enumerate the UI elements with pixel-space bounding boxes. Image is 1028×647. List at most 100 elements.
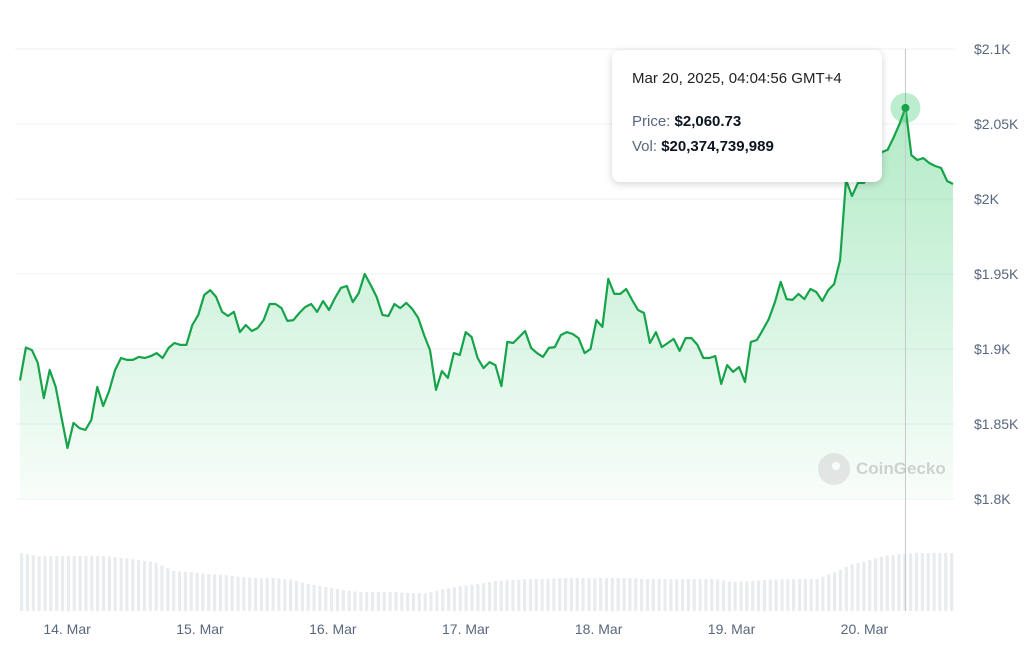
volume-bar: [792, 579, 796, 611]
volume-bar: [610, 577, 614, 611]
volume-bar: [370, 591, 375, 611]
volume-bar: [20, 553, 24, 611]
volume-bar: [470, 584, 474, 611]
volume-bar: [856, 563, 860, 611]
volume-bar: [271, 577, 275, 611]
x-tick-label: 15. Mar: [176, 621, 224, 637]
volume-bar: [195, 572, 199, 611]
volume-bar: [189, 572, 193, 611]
volume-bar: [634, 578, 638, 611]
volume-bar: [242, 577, 246, 611]
volume-bar: [230, 575, 234, 611]
volume-bar: [903, 553, 907, 611]
volume-bar: [131, 559, 135, 611]
volume-bar: [932, 553, 936, 611]
volume-bar: [142, 560, 147, 611]
volume-bar: [324, 586, 328, 611]
x-tick-label: 16. Mar: [309, 621, 357, 637]
chart-tooltip: Mar 20, 2025, 04:04:56 GMT+4 Price: $2,0…: [612, 50, 882, 182]
volume-bar: [616, 577, 620, 611]
volume-bar: [458, 586, 462, 611]
volume-bar: [318, 585, 322, 611]
coingecko-watermark: CoinGecko: [818, 453, 946, 485]
volume-bar: [423, 593, 427, 611]
volume-bar: [289, 579, 293, 611]
x-axis: 14. Mar 15. Mar 16. Mar 17. Mar 18. Mar 19. M…: [43, 621, 888, 637]
volume-bar: [493, 581, 497, 611]
volume-bar: [897, 554, 901, 611]
volume-bars: [20, 553, 954, 611]
volume-bar: [154, 563, 158, 611]
volume-bar: [879, 556, 884, 611]
price-area: [20, 107, 953, 499]
volume-bar: [511, 579, 515, 611]
volume-bar: [774, 579, 778, 611]
tooltip-volume-label: Vol:: [632, 138, 658, 155]
volume-bar: [745, 581, 749, 611]
x-tick-label: 14. Mar: [43, 621, 91, 637]
volume-bar: [259, 577, 264, 611]
volume-bar: [499, 580, 503, 611]
volume-bar: [482, 583, 486, 611]
volume-bar: [464, 585, 468, 611]
volume-bar: [107, 556, 111, 611]
volume-bar: [66, 556, 70, 611]
volume-bar: [300, 582, 304, 611]
volume-bar: [265, 577, 269, 611]
volume-bar: [177, 571, 182, 611]
volume-bar: [944, 553, 948, 611]
volume-bar: [587, 577, 591, 611]
hover-point[interactable]: [901, 103, 910, 112]
volume-bar: [721, 580, 726, 611]
volume-bar: [376, 591, 380, 611]
volume-bar: [476, 584, 480, 611]
volume-bar: [680, 579, 685, 611]
volume-bar: [224, 575, 228, 611]
volume-bar: [599, 577, 603, 611]
volume-bar: [84, 556, 88, 611]
volume-bar: [850, 564, 854, 611]
volume-bar: [710, 579, 714, 611]
volume-bar: [739, 581, 743, 611]
volume-bar: [593, 577, 597, 611]
volume-bar: [891, 554, 895, 611]
volume-bar: [125, 558, 129, 611]
volume-bar: [330, 587, 334, 611]
volume-bar: [540, 579, 544, 611]
y-tick-label: $2.05K: [974, 116, 1019, 132]
volume-bar: [756, 580, 761, 611]
volume-bar: [166, 568, 170, 611]
volume-bar: [306, 583, 310, 611]
volume-bar: [622, 577, 626, 611]
volume-bar: [827, 574, 831, 611]
volume-bar: [201, 573, 205, 611]
volume-bar: [347, 590, 351, 611]
volume-bar: [938, 553, 942, 611]
volume-bar: [487, 582, 492, 611]
volume-bar: [575, 577, 579, 611]
volume-bar: [213, 574, 217, 611]
volume-bar: [119, 557, 123, 611]
volume-bar: [733, 581, 737, 611]
volume-bar: [411, 593, 416, 611]
volume-bar: [25, 554, 30, 611]
y-tick-label: $1.95K: [974, 266, 1019, 282]
volume-bar: [294, 581, 299, 611]
volume-bar: [365, 591, 369, 611]
volume-bar: [604, 577, 609, 611]
volume-bar: [768, 579, 772, 611]
x-tick-label: 18. Mar: [575, 621, 623, 637]
volume-bar: [359, 591, 363, 611]
volume-bar: [207, 574, 211, 611]
volume-bar: [692, 579, 696, 611]
x-tick-label: 19. Mar: [708, 621, 756, 637]
volume-bar: [277, 578, 281, 611]
volume-bar: [148, 561, 152, 611]
volume-bar: [663, 579, 667, 611]
volume-bar: [236, 576, 240, 611]
volume-bar: [581, 577, 585, 611]
volume-bar: [762, 580, 767, 611]
volume-bar: [283, 579, 287, 611]
volume-bar: [435, 590, 439, 611]
